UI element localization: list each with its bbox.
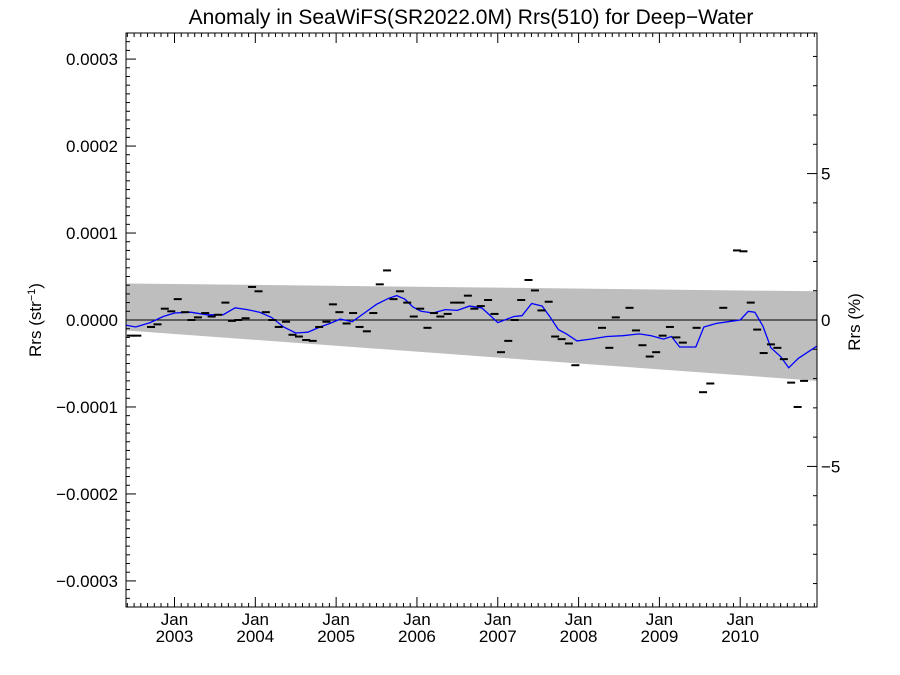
smoothed-series-line: [125, 294, 818, 369]
x-tick-year-label: 2010: [721, 627, 759, 646]
left-tick-label: 0.0001: [66, 224, 118, 243]
left-axis-label-main: Rrs (str: [26, 301, 45, 357]
left-tick-label: 0.0003: [66, 50, 118, 69]
right-axis-label: Rrs (%): [845, 293, 864, 351]
x-tick-month-label: Jan: [242, 610, 269, 629]
right-tick-label: −5: [821, 457, 840, 476]
left-tick-label: −0.0001: [56, 398, 118, 417]
x-tick-year-label: 2005: [317, 627, 355, 646]
uncertainty-band: [126, 283, 817, 381]
left-tick-label: −0.0003: [56, 572, 118, 591]
x-tick-year-label: 2007: [479, 627, 517, 646]
right-tick-label: 5: [821, 165, 830, 184]
x-tick-year-label: 2009: [640, 627, 678, 646]
x-tick-month-label: Jan: [484, 610, 511, 629]
right-tick-label: 0: [821, 311, 830, 330]
left-tick-label: 0.0000: [66, 311, 118, 330]
smoothed-series: [125, 294, 818, 369]
left-axis-label-close: ): [26, 283, 45, 289]
left-axis-label-sup: −1: [26, 289, 38, 302]
x-tick-month-label: Jan: [161, 610, 188, 629]
left-axis-label: Rrs (str−1): [26, 283, 45, 357]
left-tick-label: −0.0002: [56, 485, 118, 504]
x-tick-month-label: Jan: [322, 610, 349, 629]
chart-title: Anomaly in SeaWiFS(SR2022.0M) Rrs(510) f…: [189, 6, 754, 29]
x-tick-year-label: 2006: [398, 627, 436, 646]
tick-labels: 0.0003 0.0002 0.0001 0.0000 −0.0001 −0.0002 −0…: [56, 50, 840, 646]
x-tick-year-label: 2003: [156, 627, 194, 646]
axes: [125, 32, 818, 608]
x-tick-year-label: 2004: [236, 627, 274, 646]
monthly-anomalies: [126, 249, 809, 408]
x-tick-month-label: Jan: [565, 610, 592, 629]
uncertainty-band-area: [126, 283, 817, 381]
x-tick-month-label: Jan: [646, 610, 673, 629]
x-tick-year-label: 2008: [560, 627, 598, 646]
x-tick-month-label: Jan: [727, 610, 754, 629]
left-tick-label: 0.0002: [66, 137, 118, 156]
x-tick-month-label: Jan: [403, 610, 430, 629]
